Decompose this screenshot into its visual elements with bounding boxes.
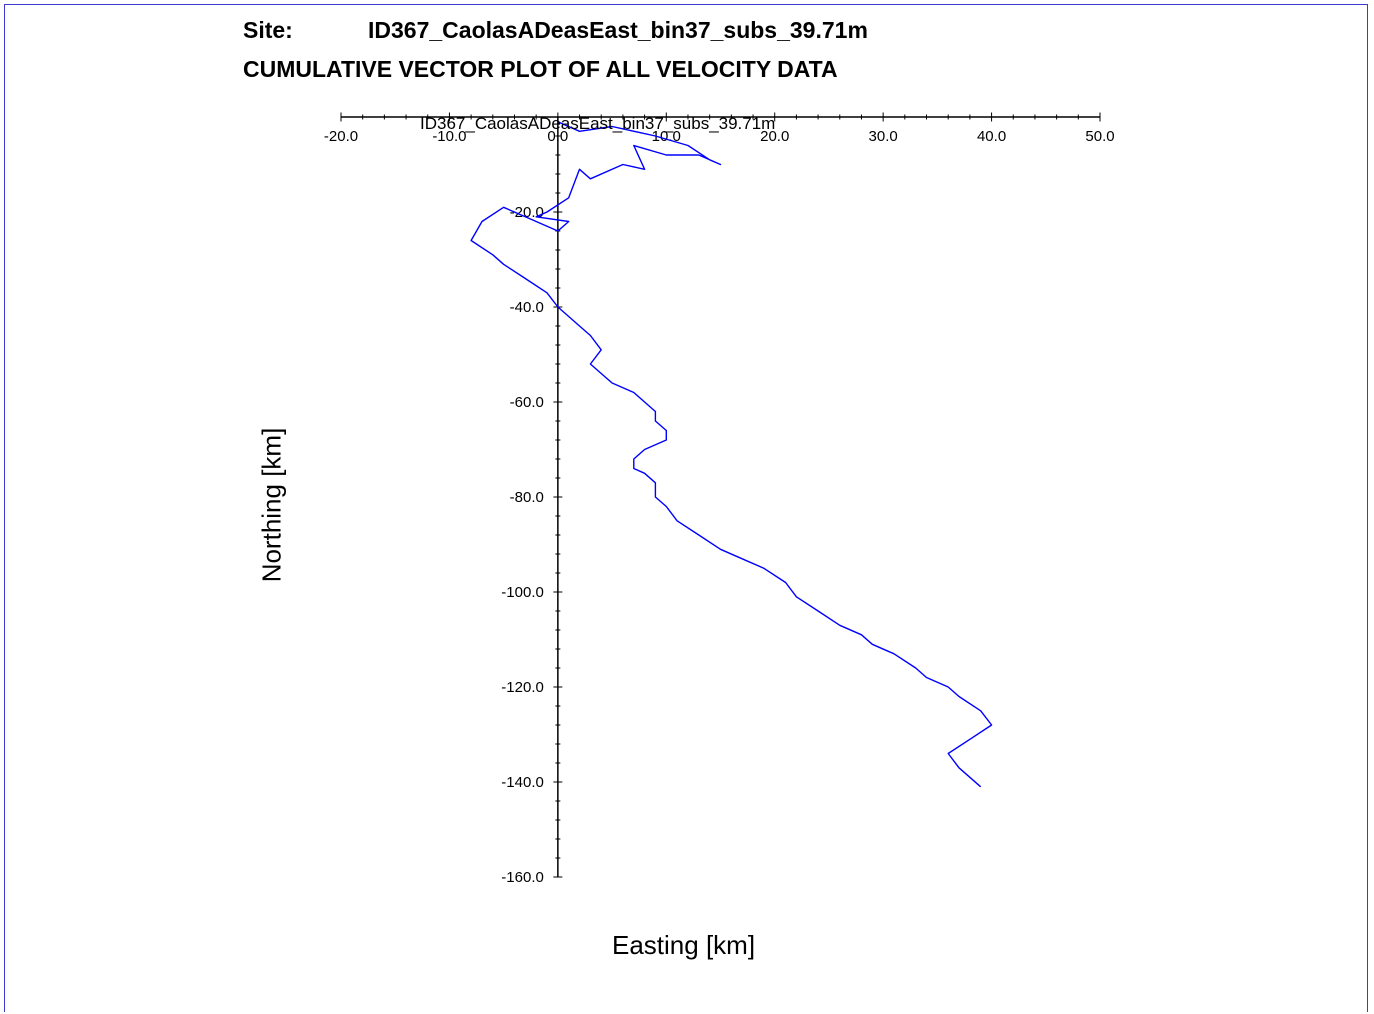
track-line <box>470 121 993 788</box>
x-axis-label: Easting [km] <box>612 930 756 960</box>
y-tick-label: -20.0 <box>510 204 544 221</box>
x-tick-label: 30.0 <box>869 128 898 145</box>
chart-title: CUMULATIVE VECTOR PLOT OF ALL VELOCITY D… <box>243 56 838 82</box>
x-tick-label: 50.0 <box>1085 128 1114 145</box>
figure-frame <box>4 4 1368 1012</box>
y-tick-label: -140.0 <box>501 774 544 791</box>
y-tick-label: -40.0 <box>510 299 544 316</box>
site-label: Site: <box>243 17 293 43</box>
y-axis-label: Northing [km] <box>256 427 287 583</box>
y-tick-label: -120.0 <box>501 679 544 696</box>
y-tick-label: -80.0 <box>510 489 544 506</box>
plot-caption: ID367_CaolasADeasEast_bin37_subs_39.71m <box>420 114 776 133</box>
y-tick-label: -100.0 <box>501 584 544 601</box>
x-tick-label: -20.0 <box>324 128 358 145</box>
y-tick-label: -160.0 <box>501 869 544 886</box>
x-tick-label: 40.0 <box>977 128 1006 145</box>
x-tick-label: -10.0 <box>432 128 466 145</box>
y-tick-label: -60.0 <box>510 394 544 411</box>
x-tick-label: 20.0 <box>760 128 789 145</box>
site-name: ID367_CaolasADeasEast_bin37_subs_39.71m <box>368 17 868 43</box>
